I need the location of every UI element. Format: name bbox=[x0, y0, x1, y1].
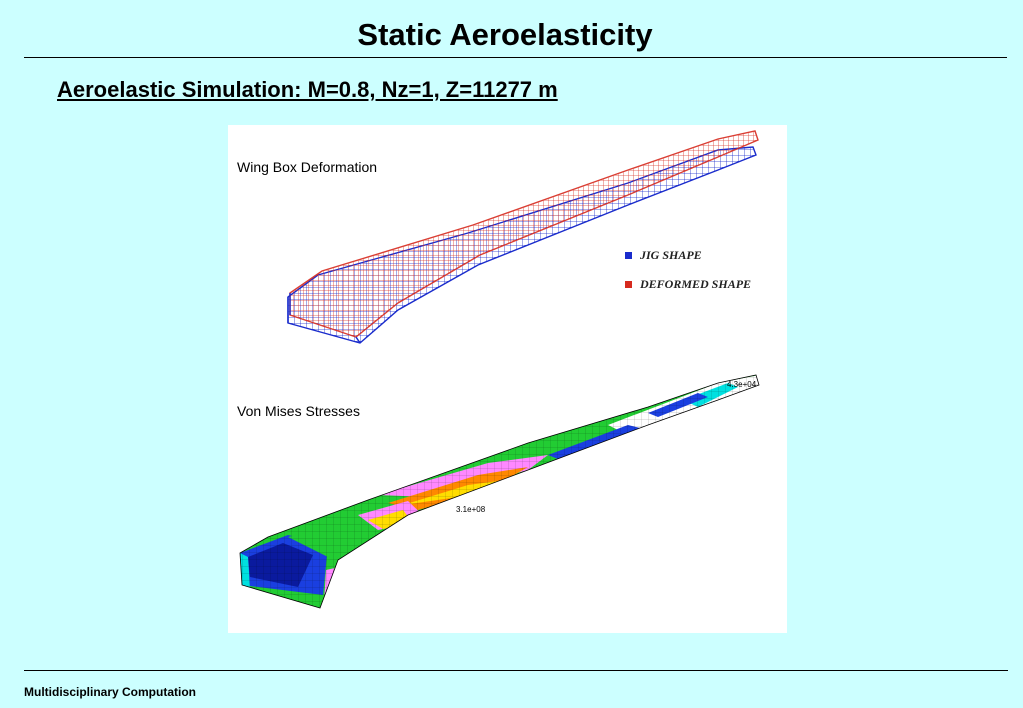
figure-image: 4.3e+04 3.1e+08 Wing Box Deformation Von… bbox=[228, 125, 787, 633]
legend-swatch-blue bbox=[625, 251, 632, 259]
von-mises-stresses-label: Von Mises Stresses bbox=[237, 403, 360, 419]
slide-title: Static Aeroelasticity bbox=[357, 17, 653, 52]
slide-subtitle: Aeroelastic Simulation: M=0.8, Nz=1, Z=1… bbox=[57, 77, 558, 102]
legend-deformed-shape: DEFORMED SHAPE bbox=[625, 277, 751, 292]
footer-divider bbox=[24, 670, 1008, 671]
wing-outline bbox=[239, 374, 760, 609]
legend-swatch-red bbox=[625, 280, 632, 288]
figure-graphics: 4.3e+04 3.1e+08 bbox=[239, 130, 760, 609]
title-divider bbox=[24, 57, 1007, 58]
wing-box-deformation-label: Wing Box Deformation bbox=[237, 159, 378, 175]
contour-value-root: 3.1e+08 bbox=[456, 505, 486, 514]
contour-value-tip: 4.3e+04 bbox=[727, 380, 757, 389]
legend-deformed-shape-label: DEFORMED SHAPE bbox=[640, 277, 752, 291]
legend-jig-shape: JIG SHAPE bbox=[625, 248, 702, 263]
legend-jig-shape-label: JIG SHAPE bbox=[640, 248, 702, 262]
wing-box-deformed-shape bbox=[287, 130, 759, 344]
footer-text: Multidisciplinary Computation bbox=[24, 685, 197, 699]
